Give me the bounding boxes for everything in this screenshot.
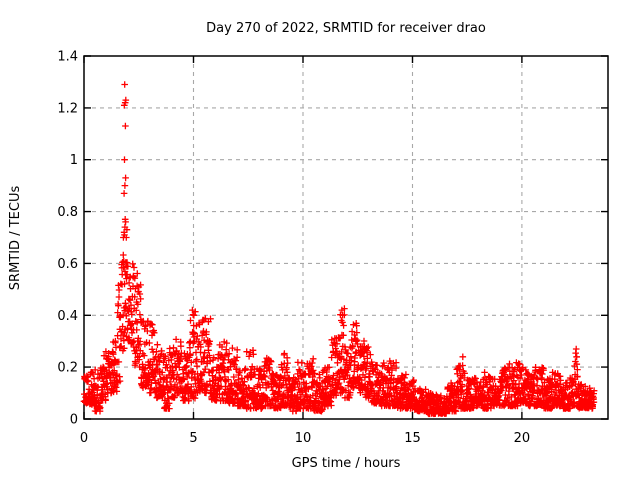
x-tick-label: 10 — [295, 431, 312, 446]
y-tick-label: 1.4 — [57, 50, 78, 65]
x-tick-label: 20 — [514, 431, 531, 446]
y-tick-label: 0.2 — [57, 361, 78, 376]
data-points — [80, 81, 598, 418]
plot-border — [83, 55, 609, 420]
y-tick-label: 0.4 — [57, 309, 78, 324]
x-tick-label: 5 — [189, 431, 197, 446]
x-axis-label: GPS time / hours — [292, 456, 401, 471]
y-tick-label: 1.2 — [57, 101, 78, 116]
y-tick-label: 1 — [70, 153, 78, 168]
x-tick-label: 0 — [80, 431, 88, 446]
chart-title: Day 270 of 2022, SRMTID for receiver dra… — [206, 21, 486, 36]
plot-render-layer: 0 5 10 15 20 0 0.2 0.4 0.6 0.8 1 1.2 1.4 — [57, 50, 609, 446]
y-axis-label: SRMTID / TECUs — [8, 186, 23, 291]
y-tick-label: 0.8 — [57, 205, 78, 220]
y-tick-label: 0 — [70, 413, 78, 428]
y-tick-label: 0.6 — [57, 257, 78, 272]
x-tick-label: 15 — [404, 431, 421, 446]
